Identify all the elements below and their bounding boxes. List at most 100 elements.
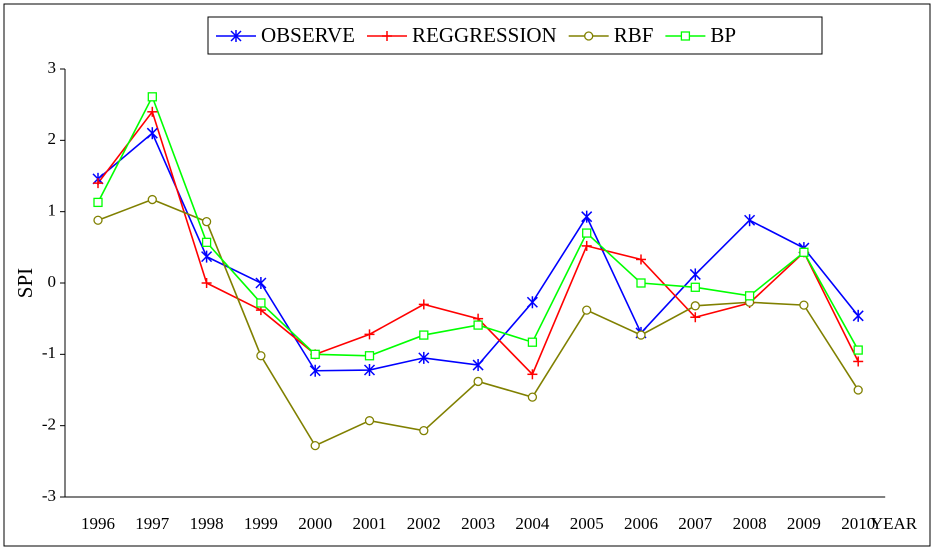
marker-shape [636,330,646,340]
marker [363,364,376,377]
marker-shape [93,215,103,225]
marker-shape [419,330,429,340]
marker [256,298,266,308]
marker [147,194,157,205]
legend-label: RBF [614,23,654,47]
marker [744,214,756,227]
marker [382,31,392,41]
chart-border [3,3,931,547]
y-tick-label: 0 [48,272,57,291]
marker [93,178,103,189]
marker [853,385,863,395]
x-tick-label: 2008 [733,514,767,533]
marker [472,359,484,372]
x-tick-label: 1998 [190,514,224,533]
marker [364,351,375,361]
marker [636,330,646,340]
marker-shape [527,337,538,347]
y-tick-label: 2 [48,129,57,148]
marker-shape [364,351,375,361]
marker [147,106,158,117]
legend-label: BP [710,23,736,47]
marker-shape [582,305,592,315]
marker-shape [419,426,429,436]
legend-label: OBSERVE [261,23,355,47]
marker [853,356,864,367]
x-tick-label: 2001 [353,514,387,533]
marker-shape [636,278,646,288]
marker [473,320,483,330]
marker-shape [310,349,320,359]
marker-shape [256,298,266,308]
marker [473,376,483,387]
x-tick-label: 2003 [461,514,495,533]
marker [690,301,700,311]
marker [201,250,213,263]
marker-shape [690,282,700,292]
marker [309,364,321,377]
marker [680,31,691,41]
marker [582,228,592,238]
marker [581,240,592,251]
x-tick-label: 2002 [407,514,441,533]
marker [689,268,701,281]
marker [364,329,375,340]
legend-label: REGGRESSION [412,23,557,47]
marker-shape [473,376,483,387]
marker-shape [201,217,212,227]
marker [310,349,320,359]
marker-shape [473,320,483,330]
x-tick-label: 2010 [841,514,875,533]
y-axis-label: SPI [13,268,37,298]
marker [526,296,538,309]
y-tick-label: -2 [42,415,56,434]
marker-shape [147,194,157,205]
marker-shape [799,247,809,257]
y-tick-label: -1 [42,343,56,362]
marker-shape [853,345,863,355]
marker [690,312,701,323]
marker-shape [582,228,592,238]
legend-box [207,16,823,55]
marker [636,254,646,265]
marker-shape [799,300,809,310]
x-tick-label: 2009 [787,514,821,533]
x-axis-label: YEAR [871,514,918,533]
marker [419,330,429,340]
x-tick-label: 2000 [298,514,332,533]
marker [582,305,592,315]
marker [93,197,103,208]
x-tick-label: 2006 [624,514,658,533]
x-tick-label: 1996 [81,514,115,533]
marker [852,309,864,322]
x-tick-label: 1999 [244,514,278,533]
marker [146,127,158,140]
marker [799,247,809,257]
marker-shape [744,291,755,301]
marker-shape [93,197,103,208]
y-tick-label: 1 [48,201,57,220]
marker-shape [584,31,594,41]
marker-shape [680,31,691,41]
marker [147,92,157,102]
marker [581,210,593,223]
marker [201,217,212,227]
x-tick-label: 2007 [678,514,713,533]
x-tick-label: 1997 [135,514,170,533]
marker [744,291,755,301]
marker-shape [364,416,375,426]
y-tick-label: 3 [48,58,57,77]
marker [636,278,646,288]
marker [527,369,538,380]
marker [256,351,266,361]
marker [310,440,320,451]
marker [230,30,242,42]
y-tick-label: -3 [42,486,56,505]
x-tick-label: 2005 [570,514,604,533]
marker [527,392,538,402]
marker [853,345,863,355]
marker [255,277,267,289]
marker [527,337,538,347]
marker [690,282,700,292]
marker-shape [310,440,320,451]
